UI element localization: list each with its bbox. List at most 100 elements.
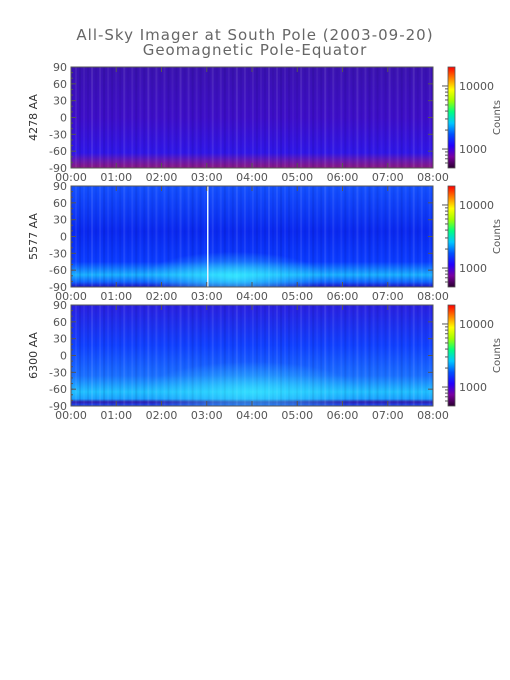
x-tick-label: 05:00 bbox=[281, 171, 313, 184]
heatmap-streak bbox=[288, 67, 291, 168]
x-tick-label: 02:00 bbox=[146, 171, 178, 184]
colorbar-label: Counts bbox=[492, 219, 503, 254]
heatmap-streak bbox=[87, 67, 90, 168]
heatmap-glow bbox=[71, 186, 433, 287]
heatmap-streak bbox=[79, 67, 82, 168]
heatmap-streak bbox=[280, 67, 283, 168]
colorbar bbox=[447, 185, 456, 288]
y-tick-label: -60 bbox=[49, 264, 67, 277]
heatmap-streak bbox=[247, 67, 250, 168]
heatmap-streak bbox=[412, 67, 415, 168]
heatmap-streak bbox=[151, 67, 154, 168]
y-tick-label: -60 bbox=[49, 145, 67, 158]
heatmap-streak bbox=[384, 67, 387, 168]
x-tick-label: 08:00 bbox=[417, 290, 449, 303]
y-tick-label: 60 bbox=[53, 197, 67, 210]
y-tick-label: 60 bbox=[53, 316, 67, 329]
colorbar-tick-label: 1000 bbox=[459, 262, 487, 275]
colorbar bbox=[447, 304, 456, 407]
heatmap-streak bbox=[123, 67, 126, 168]
heatmap-streak bbox=[304, 67, 307, 168]
heatmap-streak bbox=[155, 67, 158, 168]
heatmap-streak bbox=[400, 67, 403, 168]
chart-subtitle: Geomagnetic Pole-Equator bbox=[142, 41, 368, 59]
heatmap-streak bbox=[324, 67, 327, 168]
heatmap-streak bbox=[292, 67, 295, 168]
heatmap-streak bbox=[348, 67, 351, 168]
heatmap-streak bbox=[115, 67, 118, 168]
x-tick-label: 04:00 bbox=[236, 290, 268, 303]
heatmap-streak bbox=[187, 67, 190, 168]
heatmap-streak bbox=[332, 67, 335, 168]
heatmap-streak bbox=[111, 67, 114, 168]
colorbar bbox=[447, 66, 456, 169]
heatmap-streak bbox=[135, 67, 138, 168]
heatmap-streak bbox=[99, 67, 102, 168]
y-tick-label: 0 bbox=[60, 350, 67, 363]
heatmap-streak bbox=[223, 67, 226, 168]
heatmap-streak bbox=[175, 67, 178, 168]
colorbar-tick-label: 10000 bbox=[459, 199, 494, 212]
heatmap-streak bbox=[320, 67, 323, 168]
x-tick-label: 03:00 bbox=[191, 290, 223, 303]
heatmap-streak bbox=[147, 67, 150, 168]
heatmap-streak bbox=[119, 67, 122, 168]
heatmap-streak bbox=[284, 67, 287, 168]
x-tick-label: 05:00 bbox=[281, 409, 313, 422]
heatmap-streak bbox=[143, 67, 146, 168]
y-tick-label: -90 bbox=[49, 281, 67, 294]
x-tick-label: 03:00 bbox=[191, 171, 223, 184]
heatmap-streak bbox=[308, 67, 311, 168]
y-tick-label: 90 bbox=[53, 61, 67, 74]
heatmap-streak bbox=[163, 67, 166, 168]
x-tick-label: 01:00 bbox=[100, 290, 132, 303]
x-tick-label: 07:00 bbox=[372, 290, 404, 303]
y-axis-label: 6300 AA bbox=[27, 332, 40, 379]
y-tick-label: -30 bbox=[49, 366, 67, 379]
colorbar-label: Counts bbox=[492, 338, 503, 373]
heatmap-streak bbox=[235, 67, 238, 168]
heatmap-streak bbox=[328, 67, 331, 168]
y-tick-label: -90 bbox=[49, 162, 67, 175]
y-tick-label: -30 bbox=[49, 128, 67, 141]
heatmap-streak bbox=[75, 67, 78, 168]
heatmap-streak bbox=[219, 67, 222, 168]
heatmap-streak bbox=[364, 67, 367, 168]
heatmap-streak bbox=[408, 67, 411, 168]
heatmap-streak bbox=[179, 67, 182, 168]
heatmap-streak bbox=[83, 67, 86, 168]
heatmap-streak bbox=[95, 67, 98, 168]
heatmap-streak bbox=[296, 67, 299, 168]
heatmap-streak bbox=[251, 67, 254, 168]
heatmap-streak bbox=[424, 67, 427, 168]
y-tick-label: 30 bbox=[53, 333, 67, 346]
y-axis-label: 4278 AA bbox=[27, 94, 40, 141]
heatmap-streak bbox=[183, 67, 186, 168]
heatmap-streak bbox=[171, 67, 174, 168]
x-tick-label: 08:00 bbox=[417, 171, 449, 184]
heatmap-streak bbox=[263, 67, 266, 168]
y-tick-label: 90 bbox=[53, 299, 67, 312]
heatmap-streak bbox=[131, 67, 134, 168]
heatmap-streak bbox=[368, 67, 371, 168]
y-tick-label: 30 bbox=[53, 214, 67, 227]
x-tick-label: 08:00 bbox=[417, 409, 449, 422]
heatmap-streak bbox=[352, 67, 355, 168]
heatmap-streak bbox=[103, 67, 106, 168]
heatmap-streak bbox=[272, 67, 274, 168]
x-tick-label: 00:00 bbox=[55, 171, 87, 184]
heatmap-streak bbox=[211, 67, 214, 168]
x-tick-label: 03:00 bbox=[191, 409, 223, 422]
x-tick-label: 00:00 bbox=[55, 290, 87, 303]
heatmap-streak bbox=[195, 67, 198, 168]
heatmap-streak bbox=[159, 67, 162, 168]
x-tick-label: 04:00 bbox=[236, 171, 268, 184]
heatmap-streak bbox=[372, 67, 375, 168]
heatmap-streak bbox=[336, 67, 339, 168]
heatmap-streak bbox=[316, 67, 319, 168]
heatmap-streak bbox=[388, 67, 391, 168]
x-tick-label: 00:00 bbox=[55, 409, 87, 422]
